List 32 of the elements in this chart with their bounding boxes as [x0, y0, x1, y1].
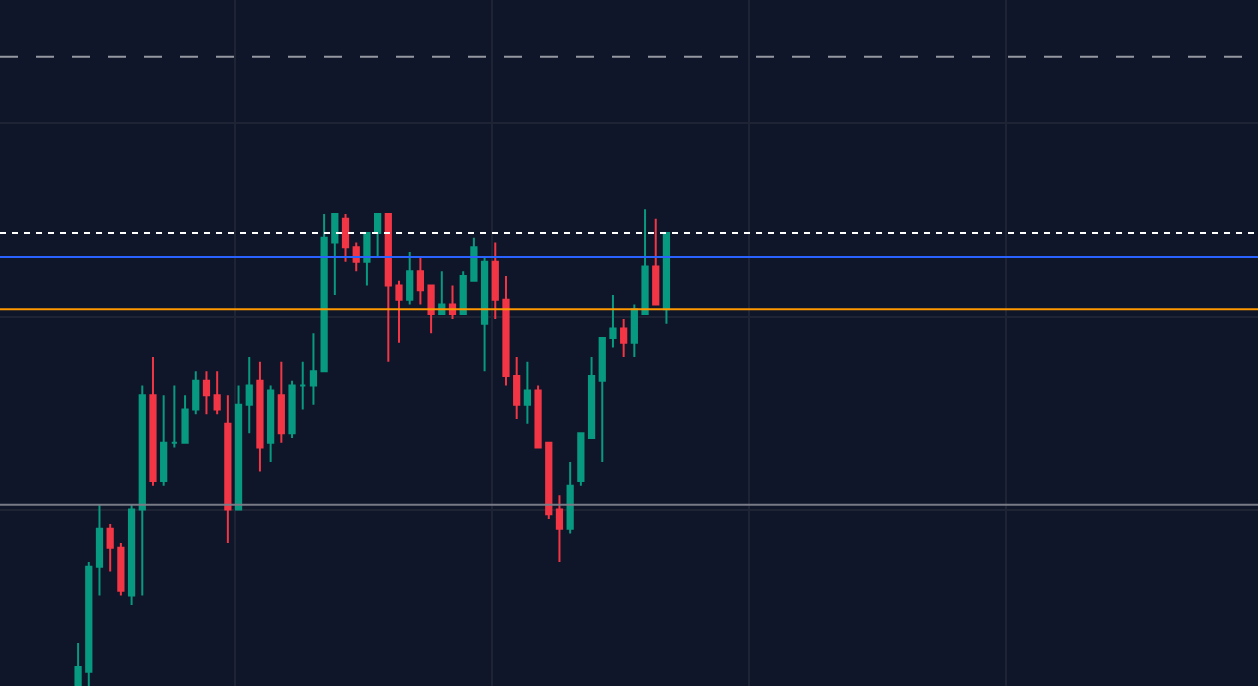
- candlestick: [374, 212, 382, 258]
- candlestick: [406, 251, 414, 306]
- candlestick: [277, 360, 285, 444]
- candlestick: [138, 384, 146, 597]
- candlestick: [160, 394, 168, 487]
- candlestick: [438, 270, 446, 316]
- candlestick: [555, 494, 564, 564]
- candlestick: [523, 360, 531, 425]
- candlestick: [267, 384, 275, 463]
- candlestick: [652, 217, 660, 306]
- candlestick: [662, 232, 671, 325]
- candlestick: [566, 460, 574, 535]
- candlestick: [309, 332, 318, 406]
- candlestick: [224, 394, 232, 544]
- candlestick: [149, 356, 157, 487]
- candlestick: [448, 284, 457, 320]
- candlestick: [363, 232, 371, 287]
- candlestick: [341, 212, 350, 263]
- candlestick: [170, 384, 178, 449]
- candlestick: [256, 360, 264, 473]
- candlestick: [577, 432, 585, 487]
- candlestick: [620, 317, 628, 359]
- candlestick: [234, 384, 243, 511]
- candlestick: [352, 241, 360, 273]
- candlestick: [245, 356, 253, 435]
- candlestick: [587, 356, 596, 440]
- candlestick: [299, 360, 307, 411]
- candlestick: [202, 370, 211, 416]
- candlestick: [288, 379, 296, 440]
- candlestick: [213, 370, 221, 416]
- candlestick: [127, 503, 136, 606]
- candlestick: [95, 503, 104, 597]
